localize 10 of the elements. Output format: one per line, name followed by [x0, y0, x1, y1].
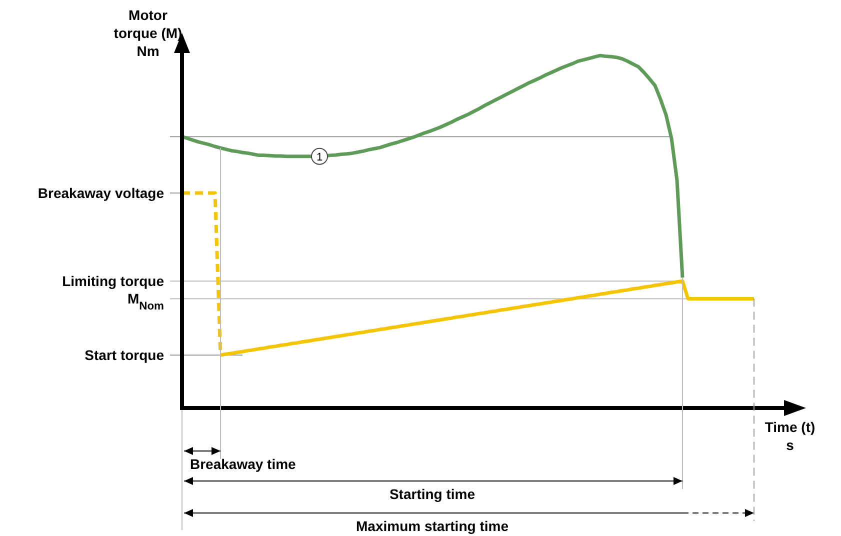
ref-line-label: Breakaway voltage [38, 185, 164, 202]
text: Maximum starting time [356, 518, 509, 534]
annotation: 1 [316, 151, 323, 164]
text: Breakaway time [190, 456, 296, 472]
ref-line-label: Limiting torque [62, 273, 164, 290]
ref-line-label: M$_{Nom}$ [127, 290, 164, 313]
ref-line-label: Start torque [84, 347, 164, 364]
text: Starting time [389, 486, 476, 502]
y-axis-title: Motor torque (M) Nm [114, 7, 182, 59]
x-axis-title: Time (t) s [764, 419, 816, 453]
